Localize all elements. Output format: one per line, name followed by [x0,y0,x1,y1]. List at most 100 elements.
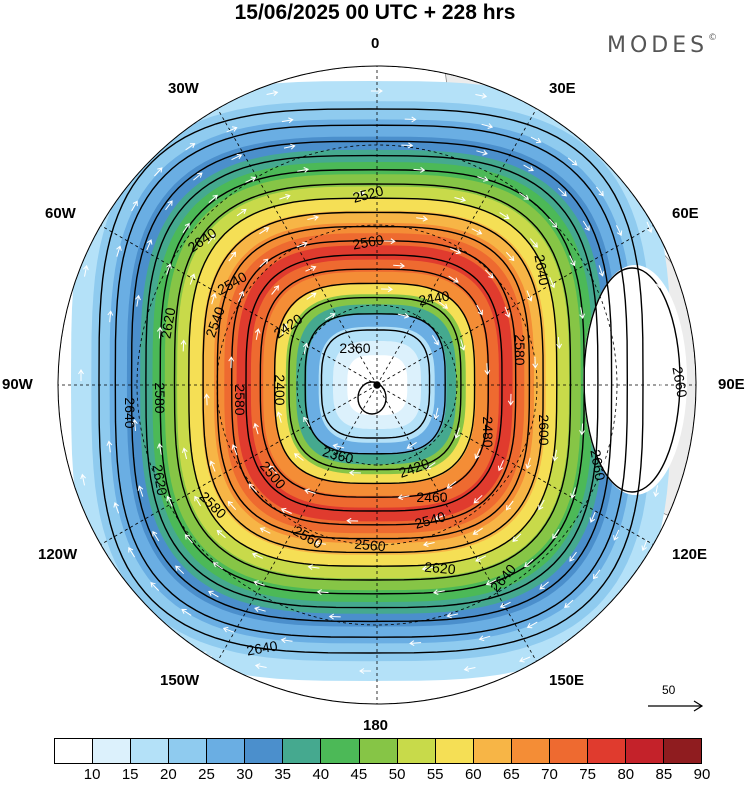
wind-arrow [271,285,280,295]
colorbar-swatch [359,739,398,763]
wind-arrow [434,514,446,521]
wind-arrow [409,640,422,647]
wind-arrow [371,88,383,94]
wind-arrow [106,440,113,453]
colorbar-tick-label: 25 [198,766,215,783]
wind-arrow [476,149,488,156]
wind-arrow [404,116,417,123]
wind-arrow [268,465,278,475]
wind-arrow [601,455,607,468]
colorbar-swatch [207,739,246,763]
wind-arrow [307,564,320,570]
wind-arrow [107,310,114,323]
height-contour [173,183,572,581]
colorbar-tick-label: 30 [236,766,253,783]
meridian-line [376,225,654,386]
wind-arrow [259,227,270,235]
wind-arrow [259,527,271,534]
wind-arrow [94,210,101,223]
contour-label: 2540 [413,508,447,532]
brand-text: MODES [607,33,709,58]
wind-arrow [222,626,235,633]
meridian-line [217,384,378,662]
wind-arrow [259,258,269,268]
wind-arrow [83,264,89,277]
wind-arrow [539,581,549,590]
contour-label: 2360 [339,340,370,356]
colorbar-swatch [321,739,360,763]
wind-arrow [328,613,341,620]
wind-arrow [641,539,648,552]
wind-arrow [146,239,153,251]
lon-label-180: 180 [363,717,389,734]
wind-speed-shading [71,81,687,681]
colorbar-tick-label: 45 [350,766,368,783]
wind-arrow [653,485,659,498]
wind-arrow [397,494,410,501]
wind-arrow [569,255,576,267]
wind-arrow [113,502,120,514]
colorbar-tick-label: 65 [503,766,520,783]
colorbar-tick-label: 85 [655,766,673,783]
wind-arrow [475,555,487,562]
wind-arrow [228,251,237,262]
colorbar-tick-label: 70 [541,766,558,783]
height-contour [320,329,431,439]
wind-arrow [207,234,216,244]
wind-arrow [212,562,223,570]
wind-arrow [556,337,563,350]
height-contour [202,211,544,554]
contour-label: 2580 [512,334,528,365]
wind-arrow [231,444,238,456]
wind-arrow [253,580,265,586]
wind-arrow [208,194,218,203]
wind-arrow [406,441,417,449]
wind-arrow [450,248,462,255]
wind-arrow [431,335,439,346]
wind-arrow [569,551,577,562]
wind-arrow [150,582,160,591]
wind-arrow [165,200,173,211]
wind-arrow [166,495,173,507]
wind-arrow [401,142,414,149]
wind-arrow [497,460,504,472]
colorbar [54,738,702,764]
wind-arrow [238,290,245,302]
height-contour [188,197,558,567]
wind-arrow [154,167,163,177]
wind-arrow [481,123,494,129]
height-contour [273,282,476,485]
colorbar-swatch [587,739,626,763]
wind-arrow [625,476,632,489]
wind-arrow [475,93,488,99]
colorbar-swatch [549,739,588,763]
wind-arrow [137,485,144,497]
wind-arrow [422,541,435,547]
wind-arrow [280,637,293,644]
height-contour [159,169,585,595]
wind-arrow [169,115,181,124]
wind-arrow [131,200,138,212]
wind-arrow [180,339,187,352]
wind-arrow [316,589,329,596]
height-contour [145,154,599,609]
wind-arrow [459,339,466,351]
contour-label: 2560 [351,231,385,252]
wind-arrow [579,423,586,436]
wind-arrow [116,245,122,257]
wind-arrow [303,416,311,427]
colorbar-swatch [55,739,94,763]
wind-arrow [203,393,210,406]
lon-label-30e: 30E [549,80,576,97]
height-contour [245,254,503,512]
lon-label-90w: 90W [2,376,33,393]
meridian-line [376,384,537,662]
wind-arrow [416,215,429,222]
contour-label: 2660 [587,448,608,482]
wind-arrow [280,507,292,514]
wind-arrow [383,238,396,245]
wind-arrow [226,126,238,133]
wind-arrow [592,569,601,580]
